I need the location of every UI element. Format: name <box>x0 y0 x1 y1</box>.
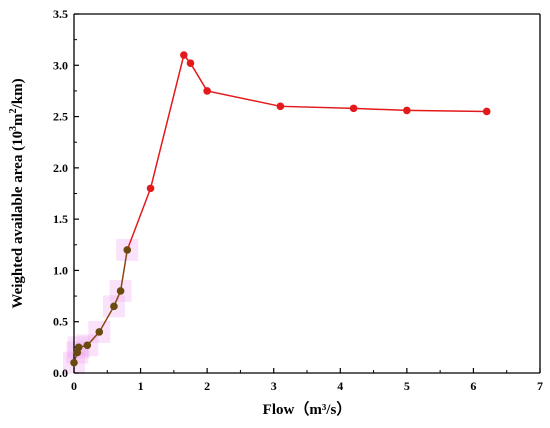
data-point <box>146 184 155 193</box>
series-line <box>73 53 487 363</box>
data-point <box>276 102 285 111</box>
x-tick-label: 3 <box>271 379 277 393</box>
y-tick-label: 3.5 <box>53 7 68 21</box>
y-title-suffix: /km) <box>10 78 26 109</box>
data-point <box>180 51 188 59</box>
data-point <box>70 358 78 367</box>
y-title-sup1: 3 <box>8 126 19 131</box>
series-line-main <box>126 53 487 251</box>
y-tick-label: 0.0 <box>53 366 68 380</box>
y-title-mid: m <box>10 113 26 126</box>
x-tick-label: 7 <box>537 379 543 393</box>
x-tick-label: 1 <box>138 379 144 393</box>
data-point <box>95 328 104 336</box>
data-point <box>74 343 83 352</box>
x-tick-label: 0 <box>71 379 77 393</box>
y-tick-label: 0.5 <box>53 315 68 329</box>
data-point <box>403 106 411 115</box>
ticks: 0 1 2 3 4 5 6 7 0.0 0.5 1.0 1.5 2.0 2.5 3.0 3.5 <box>53 7 543 393</box>
x-tick-label: 2 <box>204 379 210 393</box>
series-markers <box>70 51 491 367</box>
x-axis-title: Flow（m³/s） <box>263 400 352 418</box>
y-tick-label: 1.5 <box>53 212 68 226</box>
data-point <box>83 341 92 350</box>
y-tick-label: 1.0 <box>53 263 68 277</box>
data-point <box>110 302 118 311</box>
x-tick-label: 6 <box>470 379 476 393</box>
y-tick-label: 3.0 <box>53 58 68 72</box>
data-point <box>349 104 358 113</box>
y-tick-label: 2.0 <box>53 161 68 175</box>
y-tick-label: 2.5 <box>53 110 68 124</box>
x-tick-label: 5 <box>404 379 410 393</box>
y-title-prefix: Weighted available area (10 <box>10 131 26 309</box>
y-axis-title: Weighted available area (103m2/km) <box>8 78 26 308</box>
y-title-sup2: 2 <box>8 108 19 113</box>
data-point <box>482 107 491 116</box>
data-point <box>186 59 195 68</box>
axes <box>73 13 541 374</box>
data-point <box>123 246 132 254</box>
x-tick-label: 4 <box>337 379 343 393</box>
data-point <box>116 287 125 295</box>
data-point <box>203 87 211 95</box>
